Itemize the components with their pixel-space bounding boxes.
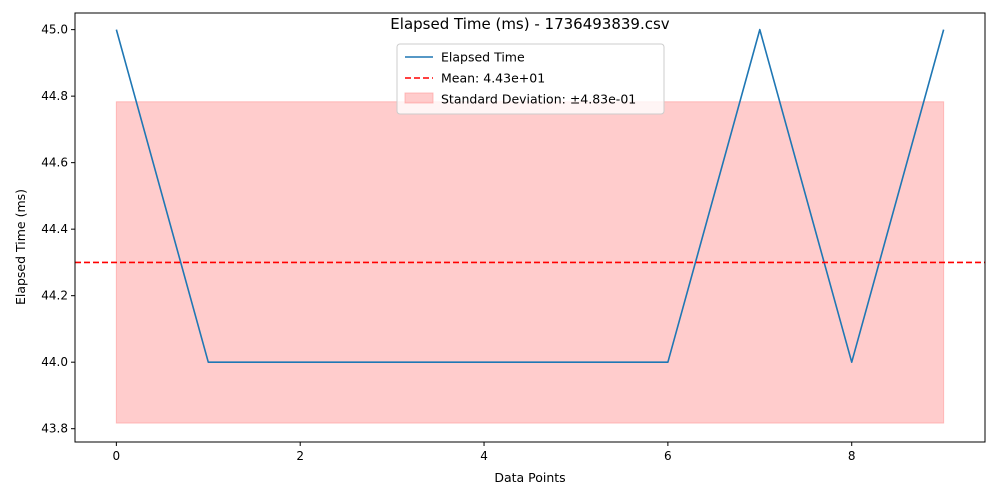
legend-box [396, 43, 665, 115]
y-tick-label: 44.4 [41, 222, 68, 236]
y-tick-label: 45.0 [41, 23, 68, 37]
legend: Elapsed Time Mean: 4.43e+01 Standard Dev… [396, 43, 665, 115]
x-tick-label: 6 [664, 449, 672, 463]
x-tick-label: 8 [848, 449, 856, 463]
x-tick-label: 0 [113, 449, 121, 463]
plot-frame [74, 12, 986, 443]
y-tick-label: 43.8 [41, 422, 68, 436]
plot-area [75, 28, 985, 424]
legend-entry-std: Standard Deviation: ±4.83e-01 [441, 92, 636, 107]
y-axis: 43.8 44.0 44.2 44.4 44.6 44.8 45.0 [41, 23, 75, 436]
legend-entry-series: Elapsed Time [441, 50, 525, 65]
y-tick-label: 44.6 [41, 156, 68, 170]
legend-std-swatch [404, 92, 434, 104]
chart-title: Elapsed Time (ms) - 1736493839.csv [390, 15, 670, 33]
y-tick-label: 44.8 [41, 89, 68, 103]
series-line-0 [115, 28, 945, 363]
x-axis-label: Data Points [494, 470, 565, 485]
y-tick-label: 44.2 [41, 289, 68, 303]
legend-entry-mean: Mean: 4.43e+01 [441, 71, 545, 86]
x-tick-label: 4 [480, 449, 488, 463]
x-tick-label: 2 [296, 449, 304, 463]
y-axis-label: Elapsed Time (ms) [13, 189, 28, 305]
y-tick-label: 44.0 [41, 355, 68, 369]
x-axis: 0 2 4 6 8 [113, 442, 856, 463]
